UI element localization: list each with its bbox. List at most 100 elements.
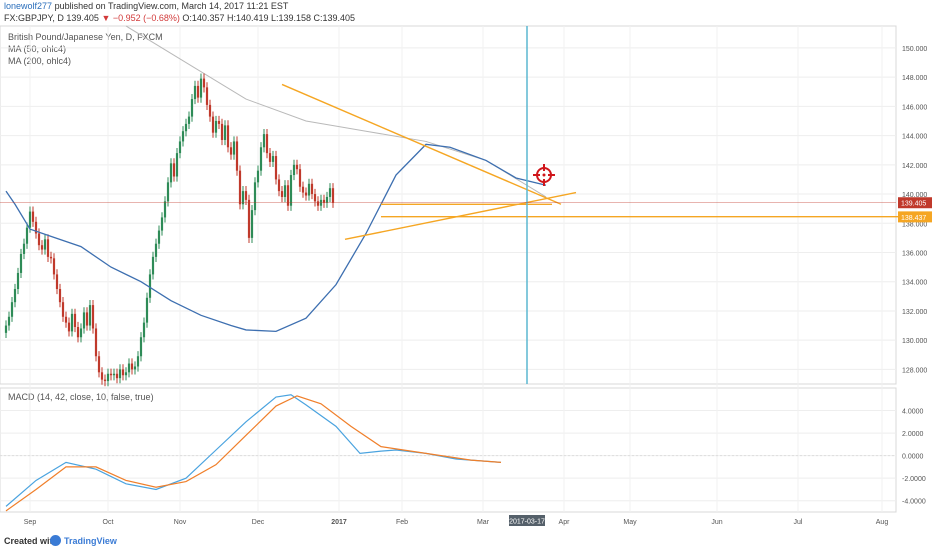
candle-body [127, 363, 131, 373]
candle-body [295, 164, 299, 170]
published-text: published on TradingView.com, March 14, … [54, 1, 289, 11]
candle-body [313, 194, 317, 202]
candle-body [7, 316, 11, 326]
candle-body [280, 191, 284, 197]
price-tick-label: 148.000 [902, 75, 927, 82]
macd-tick-label: -2.0000 [902, 476, 926, 483]
candle-body [205, 87, 209, 105]
candle-body [133, 366, 137, 370]
candle-body [322, 199, 326, 203]
trendline-1[interactable] [281, 83, 562, 205]
x-tick-label: Dec [252, 519, 265, 526]
change: ▼ −0.952 (−0.68%) [101, 13, 180, 23]
candle-body [250, 210, 254, 238]
overlay: 2017-03-17 139.405 138.437 [0, 26, 932, 526]
candle-body [181, 131, 185, 142]
candle-body [184, 123, 188, 132]
price-tick-label: 134.000 [902, 280, 927, 287]
macd-legend[interactable]: MACD (14, 42, close, 10, false, true) [8, 392, 154, 402]
candle-body [25, 227, 29, 244]
author-link[interactable]: lonewolf277 [4, 1, 53, 11]
price-label-box [898, 197, 932, 209]
candle-body [22, 243, 26, 254]
candle-body [247, 199, 251, 238]
signal-line [5, 395, 502, 512]
candle-body [259, 147, 263, 171]
candle-body [178, 141, 182, 154]
price-tick-label: 136.000 [902, 250, 927, 257]
symbol: FX:GBPJPY, D [4, 13, 64, 23]
candle-body [82, 312, 86, 329]
candle-body [316, 201, 320, 206]
candle-body [196, 85, 200, 98]
candle-body [55, 274, 59, 290]
candle-body [283, 185, 287, 197]
trendline-2[interactable] [344, 191, 577, 241]
tradingview-logo-icon [50, 535, 61, 546]
price-tick-label: 130.000 [902, 338, 927, 345]
candle-body [301, 186, 305, 193]
candle-body [49, 256, 53, 259]
axes: 128.000 130.000 132.000 134.000 136.000 138.0… [24, 46, 928, 526]
candle-body [304, 192, 308, 196]
candle-body [136, 356, 140, 367]
candle-body [220, 123, 224, 140]
candle-body [298, 169, 302, 187]
price-tick-label: 138.000 [902, 221, 927, 228]
candle-body [187, 116, 191, 124]
candle-body [202, 78, 206, 88]
tradingview-brand[interactable]: TradingView [64, 536, 117, 546]
x-tick-label: Nov [174, 519, 187, 526]
candle-body [268, 153, 272, 162]
candle-body [160, 217, 164, 231]
ma50-path [5, 143, 547, 333]
target-center [542, 173, 546, 177]
candle-body [16, 272, 20, 290]
price-tick-label: 132.000 [902, 309, 927, 316]
ma50-legend[interactable]: MA (50, ohlc4) [8, 44, 67, 54]
candle-body [310, 183, 314, 195]
candle-body [274, 156, 278, 180]
price-tick-label: 150.000 [902, 46, 927, 53]
candle-body [106, 373, 110, 382]
candle-body [277, 179, 281, 192]
x-tick-label: Apr [559, 519, 571, 526]
candle-body [76, 327, 80, 338]
x-tick-label: 2017 [331, 519, 347, 526]
x-tick-label: Mar [477, 519, 490, 526]
candle-body [265, 134, 269, 154]
header: lonewolf277 published on TradingView.com… [0, 0, 932, 26]
candle-body [70, 313, 74, 332]
candle-body [130, 363, 134, 370]
candle-body [325, 196, 329, 203]
x-tick-label: Feb [396, 519, 408, 526]
candle-body [253, 182, 257, 211]
candle-body [289, 175, 293, 206]
candle-body [163, 201, 167, 218]
candle-body [58, 289, 62, 303]
candle-body [331, 188, 335, 203]
candle-body [94, 328, 98, 357]
candle-body [235, 141, 239, 171]
candle-body [121, 369, 125, 376]
candle-body [217, 120, 221, 124]
candle-body [148, 274, 152, 298]
candle-body [64, 316, 68, 323]
chart-title: British Pound/Japanese Yen, D, FXCM [8, 32, 163, 42]
candle-body [262, 134, 266, 148]
candle-body [31, 211, 35, 222]
candle-body [97, 356, 101, 373]
candle-body [256, 170, 260, 183]
trendlines[interactable] [281, 83, 906, 241]
candle-body [199, 78, 203, 98]
created-with: Created with [4, 536, 59, 546]
price-tick-label: 142.000 [902, 163, 927, 170]
ma200-legend[interactable]: MA (200, ohlc4) [8, 56, 72, 66]
candle-body [175, 153, 179, 177]
x-tick-label: May [623, 519, 637, 526]
candle-body [208, 104, 212, 117]
price-label-box [898, 211, 932, 223]
candle-body [211, 116, 215, 133]
candle-body [61, 302, 65, 317]
